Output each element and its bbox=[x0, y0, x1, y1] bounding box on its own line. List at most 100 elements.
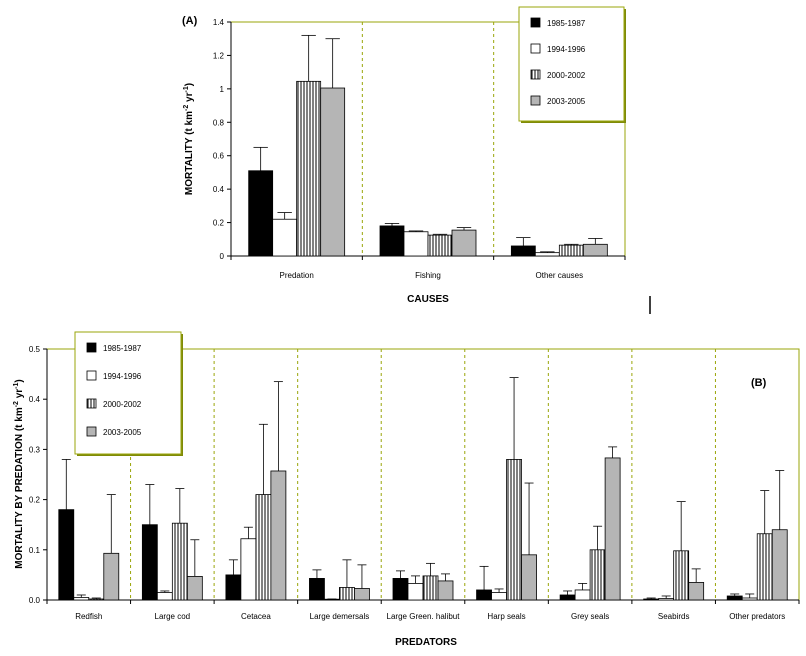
bar bbox=[582, 243, 608, 257]
bar bbox=[558, 244, 584, 257]
legend-label: 1985-1987 bbox=[103, 344, 142, 353]
bar bbox=[354, 588, 370, 601]
y-tick-label: 1.4 bbox=[213, 18, 225, 27]
x-axis-label-a: CAUSES bbox=[407, 294, 449, 305]
bar bbox=[643, 598, 660, 601]
y-tick-label: 0.4 bbox=[29, 395, 41, 404]
bar bbox=[491, 592, 507, 601]
bar bbox=[506, 459, 522, 601]
y-label-a-sup1: -2 bbox=[183, 105, 190, 111]
legend-swatch bbox=[530, 95, 541, 106]
y-label-b-base: MORTALITY BY PREDATION (t km bbox=[14, 407, 25, 569]
y-label-b-mid: yr bbox=[14, 389, 25, 401]
bar bbox=[171, 522, 188, 601]
y-label-b-sup2: -1 bbox=[13, 382, 20, 388]
bar bbox=[756, 533, 773, 601]
x-tick-label: Harp seals bbox=[487, 612, 525, 621]
bar bbox=[270, 470, 287, 601]
legend-label: 2003-2005 bbox=[547, 97, 586, 106]
bar bbox=[688, 582, 705, 601]
legend-swatch bbox=[530, 43, 541, 54]
bar bbox=[658, 598, 675, 601]
legend-label: 1994-1996 bbox=[547, 45, 586, 54]
bar bbox=[574, 589, 591, 601]
bars-a bbox=[248, 34, 608, 257]
y-label-a-end: ) bbox=[184, 83, 195, 86]
bar bbox=[240, 538, 257, 601]
y-tick-label: 0.0 bbox=[29, 596, 41, 605]
bar bbox=[771, 529, 788, 601]
bar bbox=[296, 80, 322, 257]
x-tick-label: Large demersals bbox=[310, 612, 370, 621]
y-tick-label: 0.2 bbox=[213, 219, 225, 228]
bar bbox=[225, 574, 242, 601]
y-tick-label: 1 bbox=[220, 85, 225, 94]
bar bbox=[141, 524, 158, 601]
y-axis-a: 0 0.2 0.4 0.6 0.8 1 1.2 1.4 bbox=[213, 18, 232, 261]
bar bbox=[510, 245, 536, 257]
y-tick-label: 0.1 bbox=[29, 546, 41, 555]
bar bbox=[379, 225, 405, 257]
bar bbox=[451, 229, 477, 257]
x-tick-label: Redfish bbox=[75, 612, 102, 621]
y-label-b-sup1: -2 bbox=[13, 401, 20, 407]
x-tick-label: Seabirds bbox=[658, 612, 690, 621]
category-dividers-b bbox=[130, 349, 716, 600]
bar bbox=[88, 598, 105, 601]
bars-b bbox=[58, 377, 788, 601]
x-tick-label: Fishing bbox=[415, 271, 441, 280]
panel-label-a: (A) bbox=[182, 15, 198, 27]
legend-swatch bbox=[530, 17, 541, 28]
panel-label-b: (B) bbox=[751, 377, 767, 389]
legend-swatch bbox=[530, 69, 541, 80]
x-tick-label: Predation bbox=[280, 271, 314, 280]
bar bbox=[673, 550, 690, 601]
y-tick-label: 0.6 bbox=[213, 152, 225, 161]
bar bbox=[156, 592, 173, 601]
y-label-a-sup2: -1 bbox=[183, 86, 190, 92]
category-dividers-a bbox=[361, 22, 495, 256]
x-tick-label: Large cod bbox=[155, 612, 191, 621]
bar bbox=[339, 587, 355, 601]
y-tick-label: 0.5 bbox=[29, 345, 41, 354]
bar bbox=[726, 595, 743, 601]
bar bbox=[521, 554, 537, 601]
legend-swatch bbox=[86, 342, 97, 353]
bar bbox=[407, 583, 424, 601]
bar bbox=[392, 578, 409, 601]
y-label-a-mid: yr bbox=[184, 92, 195, 104]
x-tick-label: Large Green. halibut bbox=[387, 612, 461, 621]
bar bbox=[103, 552, 120, 601]
x-axis-label-b: PREDATORS bbox=[395, 637, 457, 648]
y-label-a-base: MORTALITY (t km bbox=[184, 111, 195, 195]
bar bbox=[604, 457, 621, 601]
legend-label: 1994-1996 bbox=[103, 372, 142, 381]
y-tick-label: 0.2 bbox=[29, 496, 41, 505]
bar bbox=[272, 218, 298, 257]
y-axis-label-a: MORTALITY (t km-2 yr-1) bbox=[183, 83, 195, 195]
bar bbox=[186, 576, 203, 601]
bar bbox=[476, 589, 492, 601]
legend-a: 1985-1987 1994-1996 2000-2002 2003-2005 bbox=[518, 6, 626, 123]
legend-label: 2000-2002 bbox=[547, 71, 586, 80]
legend-swatch bbox=[86, 398, 97, 409]
legend-label: 2003-2005 bbox=[103, 428, 142, 437]
y-tick-label: 0.3 bbox=[29, 445, 41, 454]
x-axis-a: Predation Fishing Other causes bbox=[230, 255, 626, 280]
chart-a: 0 0.2 0.4 0.6 0.8 1 1.2 1.4 Predation Fishing Oth… bbox=[182, 6, 626, 305]
legend-label: 1985-1987 bbox=[547, 19, 586, 28]
y-label-b-end: ) bbox=[14, 379, 25, 382]
y-tick-label: 0.8 bbox=[213, 118, 225, 127]
y-tick-label: 0 bbox=[220, 252, 225, 261]
bar bbox=[320, 87, 346, 257]
legend-b: 1985-1987 1994-1996 2000-2002 2003-2005 bbox=[74, 331, 183, 456]
chart-b: 0.0 0.1 0.2 0.3 0.4 0.5 Redfish Large cod Cetac… bbox=[13, 331, 800, 648]
bar bbox=[403, 231, 429, 257]
bar bbox=[534, 252, 560, 257]
x-axis-b: Redfish Large cod Cetacea Large demersals La… bbox=[46, 599, 800, 621]
x-tick-label: Grey seals bbox=[571, 612, 609, 621]
bar bbox=[248, 170, 274, 257]
bar bbox=[58, 509, 75, 601]
y-tick-label: 1.2 bbox=[213, 51, 225, 60]
